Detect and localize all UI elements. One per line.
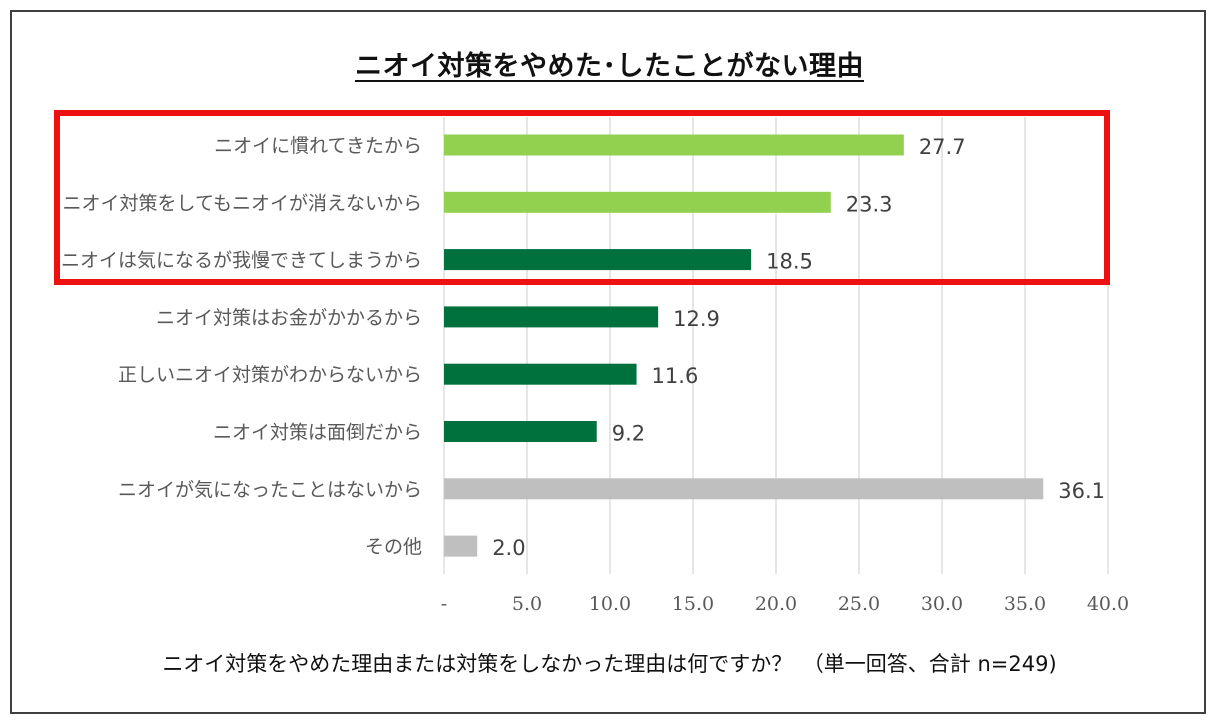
bar [444, 421, 597, 442]
bar [444, 478, 1044, 500]
labels: - 5.0 10.0 15.0 20.0 25.0 30.0 35.0 40.0 ニオイに慣れてき… [61, 135, 1129, 615]
category-label: その他 [365, 536, 422, 558]
category-label: ニオイ対策はお金がかかるから [156, 307, 422, 329]
category-label: ニオイが気になったことはないから [118, 479, 422, 501]
bar [444, 191, 831, 213]
x-tick-label: 40.0 [1087, 593, 1129, 615]
x-tick-label: - [441, 593, 447, 615]
value-label: 12.9 [673, 307, 720, 331]
bars [444, 134, 1044, 557]
value-label: 9.2 [612, 422, 645, 446]
value-label: 18.5 [766, 250, 813, 274]
chart-frame [10, 10, 1206, 714]
x-tick-label: 20.0 [755, 593, 797, 615]
bar [444, 306, 659, 328]
x-tick-label: 5.0 [512, 593, 542, 615]
value-label: 27.7 [919, 135, 966, 159]
x-tick-label: 15.0 [672, 593, 714, 615]
value-label: 2.0 [492, 536, 525, 560]
bar [444, 363, 637, 385]
x-tick-label: 30.0 [921, 593, 963, 615]
chart-title: ニオイ対策をやめた･したことがない理由 [355, 51, 864, 82]
value-label: 23.3 [846, 192, 893, 216]
value-label: 11.6 [652, 364, 699, 388]
bar [444, 535, 478, 557]
category-label: 正しいニオイ対策がわからないから [118, 364, 422, 386]
category-label: ニオイ対策をしてもニオイが消えないから [63, 192, 422, 214]
highlight-box [54, 110, 1110, 285]
x-tick-label: 25.0 [838, 593, 880, 615]
category-label: ニオイは気になるが我慢できてしまうから [61, 250, 422, 272]
value-label: 36.1 [1058, 479, 1105, 503]
category-label: ニオイに慣れてきたから [214, 135, 422, 157]
bar [444, 134, 904, 156]
category-label: ニオイ対策は面倒だから [213, 422, 422, 444]
bar [444, 249, 752, 271]
x-tick-label: 35.0 [1004, 593, 1046, 615]
x-tick-label: 10.0 [589, 593, 631, 615]
footnote: ニオイ対策をやめた理由または対策をしなかった理由は何ですか？ （単一回答、合計 … [162, 652, 1057, 676]
